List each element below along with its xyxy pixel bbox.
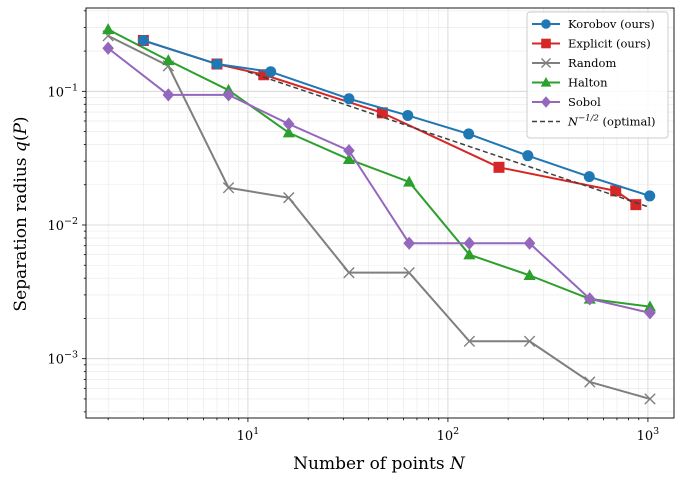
legend-item: Explicit (ours) <box>532 37 651 51</box>
legend-label: Korobov (ours) <box>568 17 655 31</box>
data-point <box>282 126 295 138</box>
x-tick-label: 103 <box>637 426 660 444</box>
data-point <box>102 41 114 55</box>
legend-marker <box>541 19 551 29</box>
data-point <box>522 150 534 162</box>
data-point <box>523 335 536 347</box>
data-point <box>584 292 596 306</box>
legend-item: N−1/2 (optimal) <box>532 114 656 129</box>
data-point <box>222 182 235 194</box>
data-point <box>643 300 657 312</box>
data-point <box>644 190 656 202</box>
legend-label: Explicit (ours) <box>568 37 651 51</box>
data-point <box>644 393 656 405</box>
data-point <box>584 376 596 388</box>
legend-marker <box>541 38 551 49</box>
x-axis-label: Number of points N <box>293 454 466 474</box>
series-sobol <box>102 41 656 320</box>
data-point <box>644 306 656 320</box>
legend-item: Random <box>532 56 616 70</box>
data-point <box>283 192 295 204</box>
data-point <box>403 175 416 187</box>
axis-ticks: 101 102 103 10−1 10−2 10−3 <box>47 10 660 444</box>
data-point <box>137 34 149 46</box>
data-point <box>523 269 536 281</box>
x-tick-label: 102 <box>437 426 460 444</box>
data-point <box>343 266 355 279</box>
data-point <box>102 23 115 35</box>
data-point <box>343 144 355 158</box>
legend-marker <box>541 58 551 68</box>
data-point <box>463 335 476 347</box>
data-point <box>523 236 536 250</box>
data-point <box>162 88 175 102</box>
series-korobov-ours <box>137 34 656 202</box>
y-tick-label: 10−1 <box>47 82 78 100</box>
legend: Korobov (ours) Explicit (ours) Random Halto… <box>526 11 669 139</box>
legend-marker <box>540 76 552 87</box>
y-axis-label: Separation radius q(P) <box>11 116 31 311</box>
data-point <box>403 266 415 279</box>
legend-item: Sobol <box>532 95 601 109</box>
data-point <box>463 236 476 250</box>
data-point <box>162 54 175 66</box>
data-point <box>211 58 223 70</box>
legend-label: Random <box>568 56 616 70</box>
plot-frame <box>85 7 675 419</box>
legend-item: Korobov (ours) <box>532 17 655 31</box>
y-tick-label: 10−2 <box>47 216 78 234</box>
data-point <box>610 185 622 197</box>
y-tick-label: 10−3 <box>47 350 78 368</box>
series-line <box>107 28 651 308</box>
data-point <box>258 69 270 81</box>
data-point <box>493 161 505 173</box>
legend-marker <box>540 96 552 108</box>
data-point <box>403 236 415 250</box>
data-point <box>583 171 595 183</box>
data-point <box>342 152 356 164</box>
series-line <box>107 34 651 400</box>
legend-label: Halton <box>568 76 608 90</box>
series-line <box>247 71 649 208</box>
data-point <box>265 66 277 78</box>
series-line <box>107 47 651 314</box>
legend-label: Sobol <box>568 95 601 109</box>
legend-frame <box>526 11 669 139</box>
data-point <box>376 107 388 119</box>
data-point <box>463 248 476 260</box>
legend-item: Halton <box>532 76 608 90</box>
series-n-1-2-optimal <box>247 71 649 208</box>
legend-label: N−1/2 (optimal) <box>567 114 656 129</box>
data-point <box>630 199 642 211</box>
x-tick-label: 101 <box>237 426 260 444</box>
series-layer <box>102 23 657 405</box>
data-point <box>463 128 475 140</box>
data-point <box>222 88 235 102</box>
data-point <box>402 109 414 121</box>
data-point <box>343 93 355 105</box>
data-point <box>282 117 295 131</box>
